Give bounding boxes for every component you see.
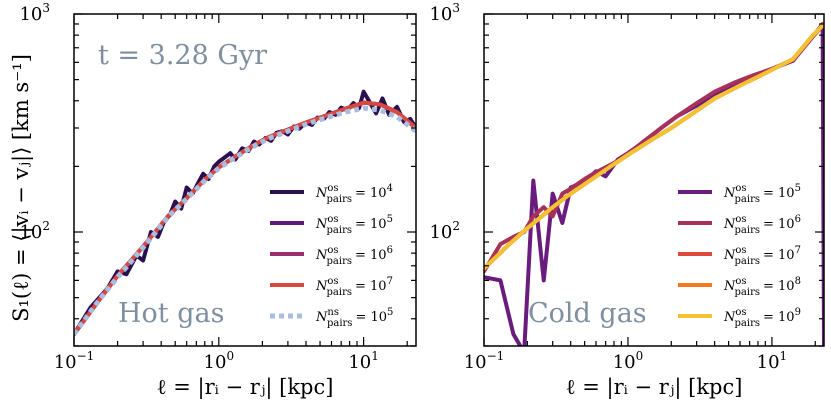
panel-hot-gas: 10−1 100 101 102 103 ℓ = |rᵢ − rⱼ| [kpc] Hot g… (19, 1, 417, 400)
legend-entry: Nos pairs = 107 (723, 245, 801, 267)
axes-frame (483, 13, 825, 347)
x-tick-label: 100 (613, 349, 644, 373)
x-axis-label: ℓ = |rᵢ − rⱼ| [kpc] (566, 375, 743, 400)
legend-entry: Nos pairs = 105 (723, 183, 801, 205)
x-tick-label: 101 (757, 349, 788, 373)
plot-area (74, 89, 416, 337)
legend-entry: Nos pairs = 107 (315, 276, 393, 298)
y-tick-label: 103 (429, 1, 460, 25)
time-label: t = 3.28 Gyr (98, 40, 267, 71)
y-tick-label: 103 (19, 1, 50, 25)
panel-label: Hot gas (118, 298, 224, 329)
legend-entry: Nos pairs = 108 (723, 276, 801, 298)
legend-entry: Nos pairs = 104 (315, 183, 393, 205)
series-line-3 (74, 100, 416, 337)
y-axis-label: S₁(ℓ) = ⟨|vᵢ − vⱼ|⟩ [km s⁻¹] (9, 54, 34, 322)
series-line-4 (484, 21, 824, 271)
panel-label: Cold gas (528, 298, 647, 329)
legend-entry: Nns pairs = 105 (315, 307, 393, 329)
series-line-1 (484, 21, 824, 274)
panel-cold-gas: 10−1 100 101 102 103 ℓ = |rᵢ − rⱼ| [kpc] Cold … (429, 1, 825, 400)
legend-entry: Nos pairs = 109 (723, 307, 801, 329)
x-tick-label: 100 (204, 349, 235, 373)
x-tick-label: 101 (348, 349, 379, 373)
y-tick-label: 102 (19, 219, 50, 243)
x-tick-label: 10−1 (54, 349, 95, 373)
x-tick-label: 10−1 (464, 349, 505, 373)
y-tick-label: 102 (429, 219, 460, 243)
legend-entry: Nos pairs = 106 (315, 245, 393, 267)
plot-area (484, 21, 824, 346)
axes-frame (73, 13, 417, 347)
legend-entry: Nos pairs = 105 (315, 214, 393, 236)
x-axis-label: ℓ = |rᵢ − rⱼ| [kpc] (157, 375, 334, 400)
legend-entry: Nos pairs = 106 (723, 214, 801, 236)
